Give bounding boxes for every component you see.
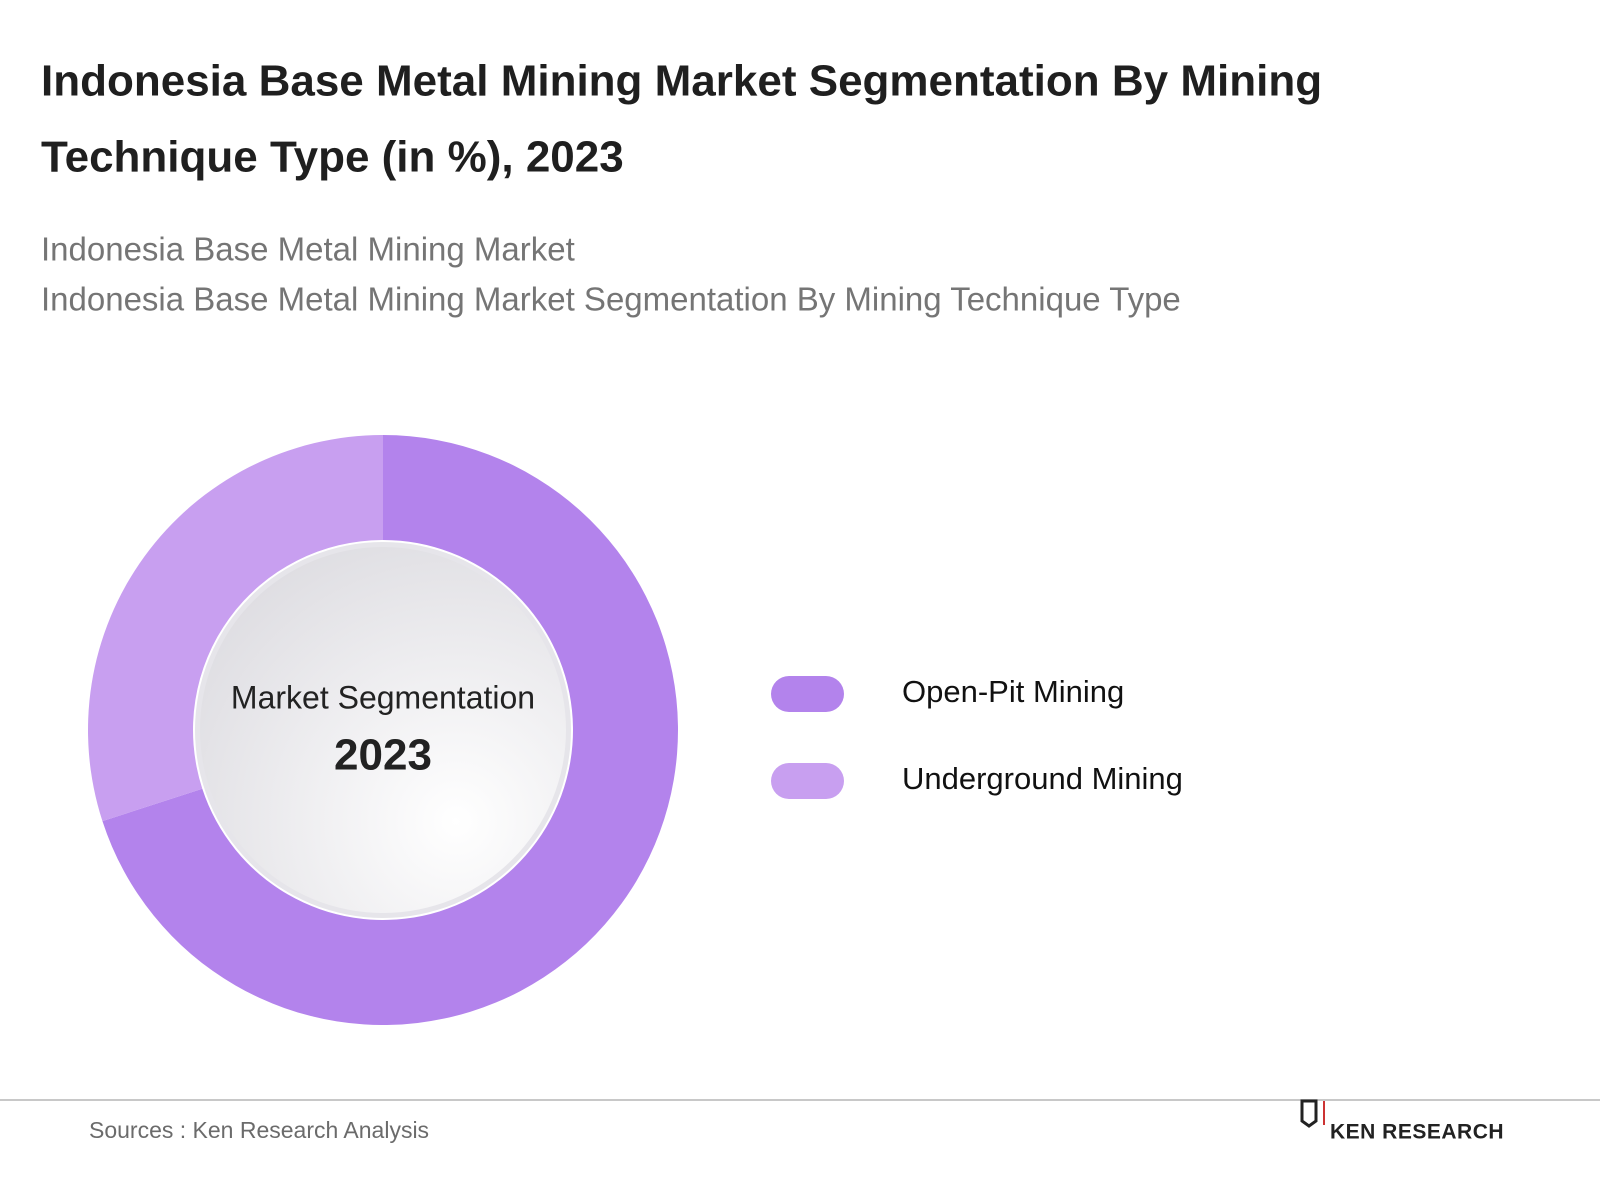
donut-slice [102, 435, 678, 1025]
donut-slice [87, 435, 384, 822]
legend-swatch [771, 763, 844, 799]
logo-text: KEN RESEARCH [1330, 1121, 1504, 1144]
subtitle: Indonesia Base Metal Mining Market [41, 231, 575, 268]
logo: KEN RESEARCH [1300, 1099, 1504, 1144]
center-label: Market Segmentation [231, 679, 535, 715]
legend-swatch [771, 676, 844, 712]
source: Sources : Ken Research Analysis [89, 1117, 429, 1143]
subtitle: Indonesia Base Metal Mining Market Segme… [41, 281, 1181, 318]
chart-title: Indonesia Base Metal Mining Market Segme… [41, 57, 1322, 106]
center-year: 2023 [334, 731, 432, 780]
hole [200, 547, 566, 913]
donut [87, 435, 678, 1025]
legend-label: Underground Mining [902, 761, 1183, 796]
chart-title: Technique Type (in %), 2023 [41, 133, 624, 182]
logo-icon [1300, 1099, 1318, 1128]
legend: Open-Pit Mining Underground Mining [771, 674, 1183, 799]
legend-label: Open-Pit Mining [902, 674, 1124, 709]
